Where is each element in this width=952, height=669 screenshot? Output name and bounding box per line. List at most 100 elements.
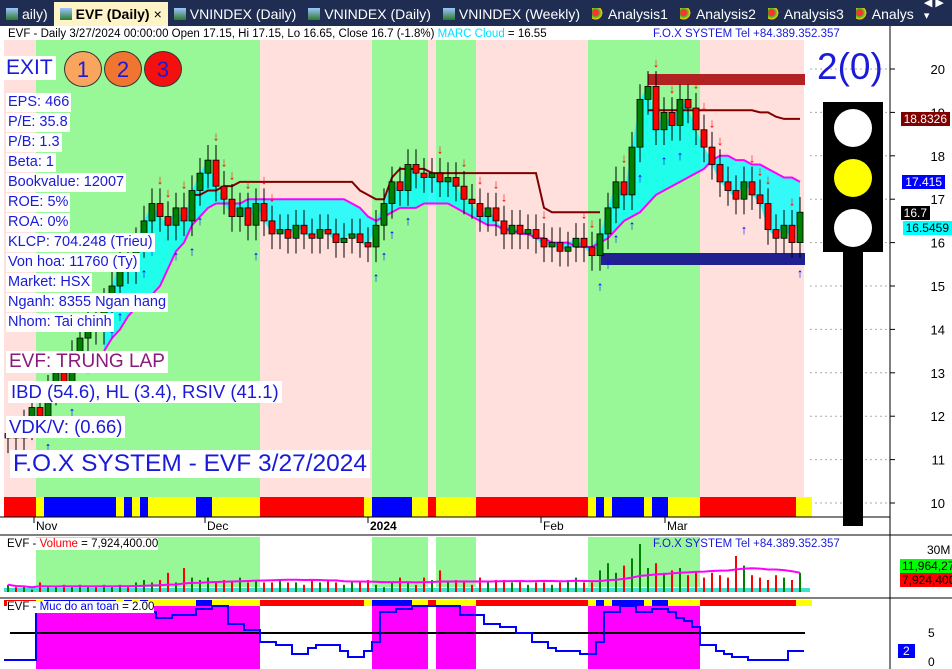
safety-strip-cell (260, 600, 268, 606)
tab-1[interactable]: EVF (Daily) × (53, 2, 168, 26)
price-chart[interactable]: 1011121314151617181920↑↑↑↑↑↑↑↑↑↑↑↑↓↓↑↓↑↑… (0, 26, 952, 669)
candle (332, 233, 340, 243)
safety-strip-cell (756, 600, 764, 606)
trend-strip-cell (596, 497, 604, 517)
analysis-icon (679, 8, 692, 20)
safety-strip-cell (332, 600, 340, 606)
candle (484, 207, 492, 217)
safety-strip-cell (244, 600, 252, 606)
volume-bar (583, 582, 585, 592)
tab-label: Analysis2 (695, 6, 756, 22)
volume-bar (247, 582, 249, 592)
safety-strip-cell (692, 600, 700, 606)
candle (572, 237, 580, 248)
analysis-icon (767, 8, 780, 20)
cloud-value: = 16.55 (504, 28, 547, 40)
candle (260, 203, 268, 222)
volume-zone (588, 537, 700, 587)
safety-strip-cell (348, 600, 356, 606)
tab-5[interactable]: Analysis1 (586, 2, 674, 26)
trend-strip-cell (684, 497, 692, 517)
safety-strip-cell (796, 600, 804, 606)
candle (740, 181, 748, 200)
trend-strip-cell (580, 497, 588, 517)
volume-bar (119, 584, 121, 592)
candle (36, 407, 44, 417)
trend-strip-cell (356, 497, 364, 517)
safety-strip-cell (684, 600, 692, 606)
volume-bar (559, 582, 561, 592)
y-tick-label: 17 (931, 192, 945, 207)
trend-strip-cell (740, 497, 748, 517)
traffic-light-white-icon (834, 209, 872, 247)
safety-strip-cell (716, 600, 724, 606)
candle (780, 224, 788, 239)
trend-strip-cell (308, 497, 316, 517)
trend-strip-cell (468, 497, 476, 517)
volume-bar (135, 582, 137, 592)
trend-strip-cell (84, 497, 92, 517)
trend-strip-cell (572, 497, 580, 517)
candle (620, 181, 628, 196)
tab-3[interactable]: VNINDEX (Daily) (302, 2, 437, 26)
safety-strip-cell (428, 600, 436, 606)
trend-strip-cell (668, 497, 676, 517)
close-tab-icon[interactable]: × (153, 6, 162, 22)
safety-zone (588, 606, 700, 669)
safety-line (4, 605, 804, 661)
candle (788, 224, 796, 244)
safety-strip-cell (228, 600, 236, 606)
safety-strip-cell (628, 600, 636, 606)
safety-strip-cell (492, 600, 500, 606)
candle (236, 207, 244, 217)
resistance-line (648, 109, 800, 120)
y-tick-label: 10 (931, 496, 945, 511)
volume-bar (407, 582, 409, 592)
trend-strip-cell (628, 497, 636, 517)
safety-strip-cell (164, 600, 172, 606)
cloud-price-label: 16.5459 (902, 221, 952, 235)
trend-strip-cell (220, 497, 228, 517)
volume-bar (519, 580, 521, 592)
tab-0[interactable]: aily) (0, 2, 54, 26)
safety-strip-cell (484, 600, 492, 606)
volume-bar (343, 584, 345, 592)
volume-bar (95, 587, 97, 592)
buy-arrow-icon: ↑ (613, 231, 620, 246)
volume-bar (759, 577, 761, 592)
trend-strip-cell (52, 497, 60, 517)
trend-strip-cell (380, 497, 388, 517)
trend-strip-cell (564, 497, 572, 517)
tab-label: aily) (22, 6, 48, 22)
volume-bar (367, 580, 369, 592)
safety-strip-cell (556, 600, 564, 606)
safety-last-label: 2 (898, 644, 915, 658)
tab-6[interactable]: Analysis2 (674, 2, 762, 26)
candle (644, 85, 652, 100)
safety-strip-cell (508, 600, 516, 606)
tab-4[interactable]: VNINDEX (Weekly) (437, 2, 586, 26)
x-tick-label: Feb (543, 519, 564, 533)
trend-strip-cell (716, 497, 724, 517)
safety-strip-cell (668, 600, 676, 606)
x-tick-label: Nov (36, 519, 57, 533)
tab-8[interactable]: Analys (850, 2, 920, 26)
volume-bar (151, 582, 153, 592)
tab-scroll-icon[interactable]: ◀ ▶ ▾ (923, 0, 944, 22)
chart-icon (442, 8, 455, 20)
safety-strip-cell (612, 600, 620, 606)
trend-strip-cell (244, 497, 252, 517)
sell-arrow-icon: ↓ (757, 163, 764, 178)
tab-7[interactable]: Analysis3 (762, 2, 850, 26)
buy-arrow-icon: ↑ (389, 226, 396, 241)
tab-2[interactable]: VNINDEX (Daily) (168, 2, 303, 26)
y-tick-label: 12 (931, 409, 945, 424)
trend-strip-cell (124, 497, 132, 517)
level-2-badge: 2 (104, 51, 142, 87)
volume-bar (415, 584, 417, 592)
trend-strip-cell (396, 497, 404, 517)
safety-strip-cell (476, 600, 484, 606)
safety-strip-cell (764, 600, 772, 606)
trend-strip-cell (708, 497, 716, 517)
safety-zone (436, 606, 476, 669)
